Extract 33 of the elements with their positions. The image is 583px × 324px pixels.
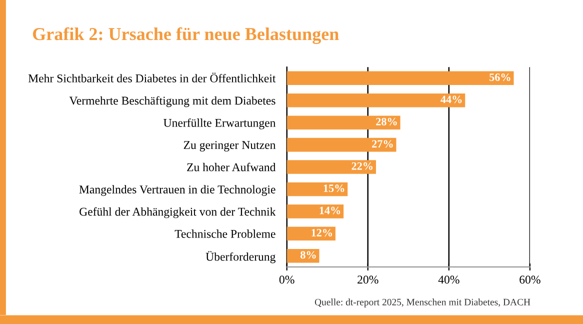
y-tick-label: Mangelndes Vertrauen in die Technologie bbox=[79, 185, 276, 196]
x-tick-label: 20% bbox=[358, 276, 378, 284]
bar bbox=[286, 204, 344, 218]
data-label: 56% bbox=[490, 73, 510, 81]
y-tick-label: Zu hoher Aufwand bbox=[187, 162, 276, 172]
bar bbox=[286, 160, 376, 174]
data-label: 12% bbox=[312, 228, 332, 236]
y-tick-label: Mehr Sichtbarkeit des Diabetes in der Öffentlichkeit bbox=[28, 72, 276, 82]
bar bbox=[286, 116, 400, 130]
y-tick-label: Vermehrte Beschäftigung mit dem Diabetes bbox=[69, 96, 276, 108]
x-tick-label: 40% bbox=[438, 276, 460, 284]
data-label: 8% bbox=[300, 251, 316, 259]
bar bbox=[286, 182, 348, 196]
bar bbox=[286, 138, 396, 152]
y-tick-label: Unerfüllte Erwartungen bbox=[164, 118, 276, 130]
y-tick-label: Zu geringer Nutzen bbox=[184, 141, 276, 152]
data-label: 28% bbox=[376, 118, 397, 126]
y-tick-label: Technische Probleme bbox=[174, 230, 276, 238]
bar bbox=[286, 226, 336, 241]
data-label: 14% bbox=[320, 206, 340, 214]
bar bbox=[286, 248, 320, 263]
source-note: Quelle: dt-report 2025, Menschen mit Diabetes, DACH bbox=[314, 298, 530, 308]
data-label: 44% bbox=[440, 96, 462, 104]
bar bbox=[286, 94, 466, 108]
bar bbox=[286, 71, 514, 86]
chart-title: Grafik 2: Ursache für neue Belastungen bbox=[32, 27, 339, 44]
data-label: 27% bbox=[372, 140, 393, 148]
data-label: 15% bbox=[324, 184, 344, 192]
x-tick-label: 0% bbox=[279, 276, 294, 284]
y-tick-label: Überforderung bbox=[206, 251, 276, 264]
y-tick-label: Gefühl der Abhängigkeit von der Technik bbox=[80, 207, 276, 218]
data-label: 22% bbox=[352, 162, 373, 170]
x-tick-label: 60% bbox=[520, 276, 540, 284]
